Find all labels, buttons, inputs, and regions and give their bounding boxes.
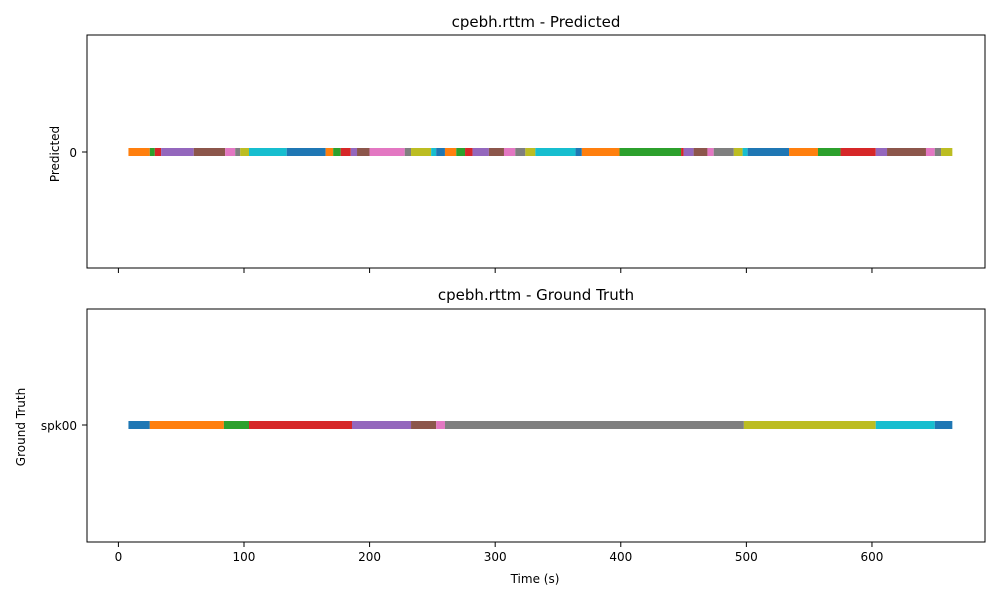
predicted-segment-24 (488, 148, 504, 156)
predicted-segment-30 (581, 148, 620, 156)
predicted-panel: cpebh.rttm - Predicted 0 Predicted (48, 13, 986, 273)
predicted-segment-12 (340, 148, 351, 156)
ground-truth-segment-9 (875, 421, 935, 429)
predicted-segment-2 (154, 148, 162, 156)
predicted-segment-31 (619, 148, 682, 156)
predicted-segment-26 (515, 148, 526, 156)
ground-truth-segment-2 (223, 421, 250, 429)
ground-truth-x-tick-label-300: 300 (484, 550, 507, 564)
predicted-segment-27 (525, 148, 536, 156)
predicted-segment-33 (683, 148, 694, 156)
ground-truth-title: cpebh.rttm - Ground Truth (438, 286, 634, 304)
predicted-segment-8 (249, 148, 287, 156)
predicted-segment-4 (193, 148, 226, 156)
ground-truth-segments (128, 421, 953, 429)
predicted-segment-11 (333, 148, 341, 156)
predicted-segment-25 (503, 148, 516, 156)
predicted-segment-40 (789, 148, 818, 156)
predicted-segment-43 (875, 148, 888, 156)
ground-truth-x-tick-label-500: 500 (735, 550, 758, 564)
predicted-segment-34 (693, 148, 708, 156)
predicted-y-axis-label: Predicted (48, 126, 62, 182)
predicted-segment-3 (161, 148, 194, 156)
predicted-segment-1 (149, 148, 155, 156)
ground-truth-segment-1 (149, 421, 224, 429)
predicted-segment-6 (235, 148, 241, 156)
ground-truth-x-tick-label-400: 400 (609, 550, 632, 564)
predicted-segment-18 (431, 148, 437, 156)
predicted-segment-46 (934, 148, 942, 156)
predicted-segment-45 (925, 148, 935, 156)
ground-truth-segment-8 (743, 421, 876, 429)
predicted-segment-35 (707, 148, 714, 156)
ground-truth-x-ticks: 0 100 200 300 400 500 600 (115, 542, 884, 564)
ground-truth-x-tick-label-0: 0 (115, 550, 123, 564)
predicted-segment-21 (456, 148, 466, 156)
predicted-segment-7 (240, 148, 250, 156)
predicted-segment-38 (742, 148, 748, 156)
predicted-title: cpebh.rttm - Predicted (452, 13, 621, 31)
predicted-segment-47 (941, 148, 953, 156)
ground-truth-segment-10 (934, 421, 953, 429)
predicted-segment-20 (444, 148, 457, 156)
ground-truth-segment-0 (128, 421, 150, 429)
ground-truth-x-tick-label-200: 200 (358, 550, 381, 564)
predicted-segments (128, 148, 953, 156)
predicted-x-ticks (117, 268, 873, 273)
predicted-segment-29 (575, 148, 582, 156)
predicted-segment-16 (404, 148, 412, 156)
ground-truth-y-tick-label: spk00 (41, 419, 77, 433)
ground-truth-segment-7 (444, 421, 744, 429)
ground-truth-segment-5 (411, 421, 437, 429)
ground-truth-segment-4 (352, 421, 412, 429)
predicted-segment-39 (747, 148, 790, 156)
predicted-y-tick-label: 0 (69, 146, 77, 160)
predicted-segment-17 (411, 148, 432, 156)
predicted-segment-15 (369, 148, 405, 156)
predicted-segment-9 (286, 148, 326, 156)
predicted-segment-14 (357, 148, 370, 156)
ground-truth-x-tick-label-600: 600 (861, 550, 884, 564)
predicted-segment-23 (472, 148, 489, 156)
x-axis-label: Time (s) (510, 572, 560, 586)
ground-truth-segment-3 (249, 421, 353, 429)
predicted-segment-44 (887, 148, 926, 156)
predicted-segment-13 (350, 148, 358, 156)
predicted-segment-36 (713, 148, 734, 156)
predicted-segment-32 (681, 148, 684, 156)
ground-truth-segment-6 (436, 421, 445, 429)
predicted-segment-42 (840, 148, 876, 156)
predicted-segment-41 (817, 148, 841, 156)
predicted-segment-19 (436, 148, 445, 156)
predicted-segment-22 (465, 148, 473, 156)
ground-truth-panel: cpebh.rttm - Ground Truth 0 100 200 300 400 5… (14, 286, 986, 586)
predicted-segment-5 (225, 148, 236, 156)
ground-truth-y-axis-label: Ground Truth (14, 388, 28, 466)
predicted-segment-28 (535, 148, 576, 156)
predicted-segment-37 (733, 148, 743, 156)
predicted-segment-10 (325, 148, 334, 156)
ground-truth-x-tick-label-100: 100 (233, 550, 256, 564)
predicted-segment-0 (128, 148, 150, 156)
